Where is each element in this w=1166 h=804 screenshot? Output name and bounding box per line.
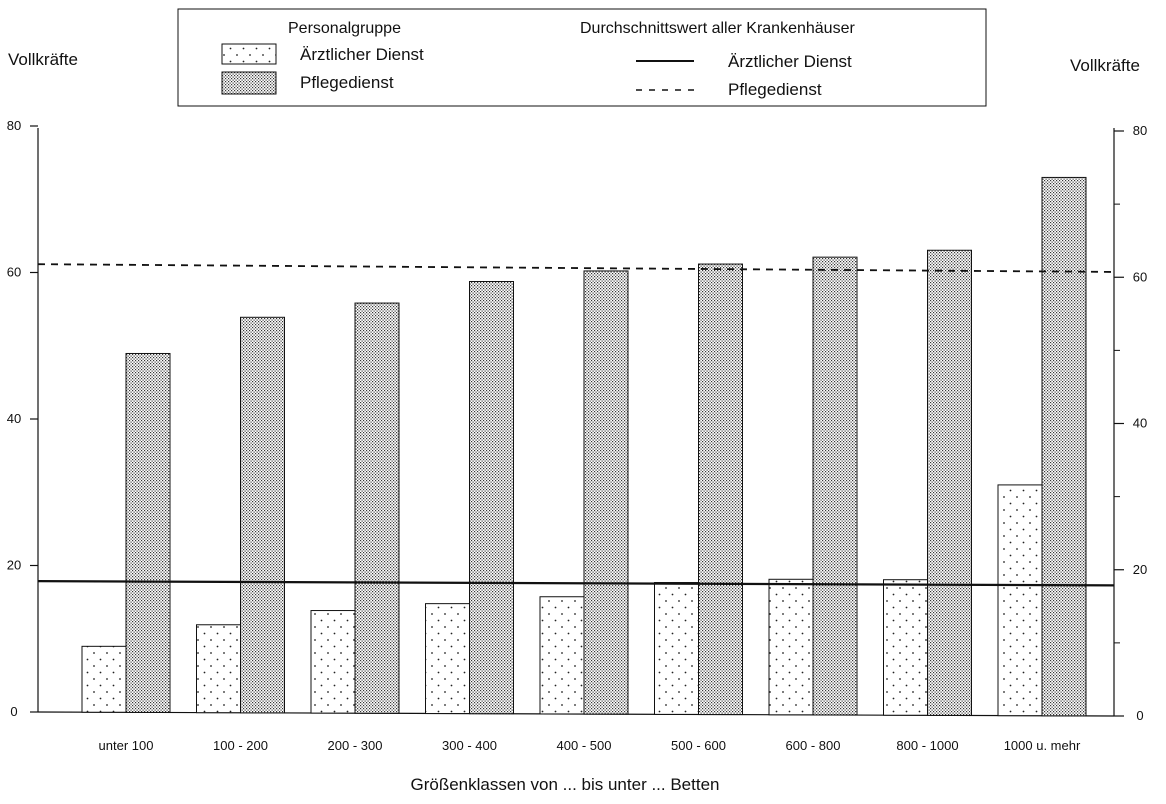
left-tick-label: 40 [7, 411, 21, 426]
bar-pflegedienst [469, 281, 514, 715]
legend-swatch-aerztlich [221, 43, 277, 65]
bar-aerztlicher-dienst [768, 578, 814, 716]
bar-aerztlicher-dienst [310, 610, 356, 714]
y-axis-title-right: Vollkräfte [1070, 56, 1140, 75]
reference-lines [37, 263, 1115, 587]
category-label: 300 - 400 [442, 738, 497, 753]
right-tick-label: 80 [1133, 123, 1147, 138]
legend-label-aerztlich: Ärztlicher Dienst [300, 45, 424, 64]
bar-pflegedienst [698, 263, 743, 716]
bar-aerztlicher-dienst [997, 484, 1043, 717]
bar-aerztlicher-dienst [196, 624, 241, 714]
right-tick-label: 20 [1133, 562, 1147, 577]
category-labels: unter 100 100 - 200 200 - 300 300 - 400 400 … [99, 738, 1081, 753]
bar-pflegedienst [240, 316, 285, 714]
legend-average-title: Durchschnittswert aller Krankenhäuser [580, 20, 855, 37]
bars [81, 176, 1087, 717]
bar-pflegedienst [125, 352, 171, 713]
left-tick-label: 60 [7, 265, 21, 280]
bar-pflegedienst [927, 249, 972, 716]
bar-aerztlicher-dienst [883, 579, 928, 716]
left-tick-label: 20 [7, 558, 21, 573]
right-y-ticks: 0 20 40 60 80 [1114, 123, 1147, 723]
bar-aerztlicher-dienst [539, 596, 585, 715]
category-label: 100 - 200 [213, 738, 268, 753]
legend-frame [177, 8, 987, 107]
x-axis-title: Größenklassen von ... bis unter ... Bett… [411, 775, 720, 794]
bar-pflegedienst [354, 302, 400, 714]
left-tick-label: 0 [10, 704, 17, 719]
legend: Personalgruppe Durchschnittswert aller K… [177, 8, 987, 107]
left-y-ticks: 0 20 40 60 80 [7, 118, 38, 719]
bar-pflegedienst [583, 270, 629, 715]
bar-aerztlicher-dienst [425, 603, 470, 715]
avg-line-aerztlicher-dienst [37, 580, 1115, 587]
legend-line-label-aerztlich: Ärztlicher Dienst [728, 52, 852, 71]
category-label: 1000 u. mehr [1004, 738, 1081, 753]
bar-aerztlicher-dienst [81, 645, 127, 713]
legend-label-pflege: Pflegedienst [300, 73, 394, 92]
category-label: 800 - 1000 [896, 738, 958, 753]
category-label: unter 100 [99, 738, 154, 753]
right-tick-label: 40 [1133, 416, 1147, 431]
legend-swatch-pflege [221, 71, 277, 95]
legend-group-title: Personalgruppe [288, 20, 401, 37]
y-axis-title-left: Vollkräfte [8, 50, 78, 69]
right-tick-label: 0 [1136, 708, 1143, 723]
left-tick-label: 80 [7, 118, 21, 133]
category-label: 200 - 300 [328, 738, 383, 753]
bar-pflegedienst [1041, 176, 1087, 717]
category-label: 400 - 500 [557, 738, 612, 753]
avg-line-pflegedienst [37, 263, 1115, 273]
legend-line-label-pflege: Pflegedienst [728, 80, 822, 99]
right-tick-label: 60 [1133, 269, 1147, 284]
bar-aerztlicher-dienst [654, 582, 699, 715]
bar-pflegedienst [812, 256, 858, 716]
category-label: 600 - 800 [786, 738, 841, 753]
category-label: 500 - 600 [671, 738, 726, 753]
